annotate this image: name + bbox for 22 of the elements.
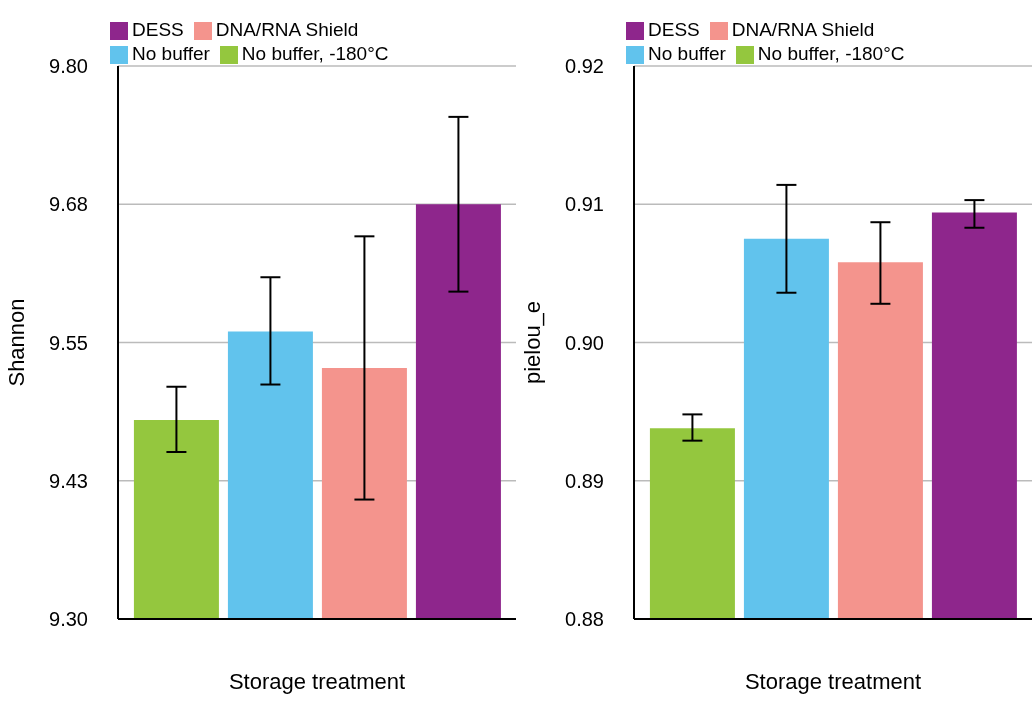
- y-tick-label: 0.91: [565, 193, 604, 216]
- y-tick-label: 0.90: [565, 331, 604, 354]
- legend-label: No buffer, -180°C: [241, 43, 389, 64]
- y-tick-label: 9.43: [49, 469, 88, 492]
- y-tick-label: 9.30: [49, 608, 88, 631]
- y-tick-label: 9.80: [49, 55, 88, 78]
- legend-label: DESS: [648, 19, 700, 40]
- legend-label: No buffer, -180°C: [757, 43, 905, 64]
- y-axis-title: Shannon: [3, 298, 29, 387]
- y-tick-label: 0.88: [565, 608, 604, 631]
- x-axis-title: Storage treatment: [744, 669, 922, 694]
- y-tick-label: 9.55: [49, 331, 88, 354]
- y-tick-label: 0.89: [565, 469, 604, 492]
- x-axis-title: Storage treatment: [228, 669, 406, 694]
- legend-label: No buffer: [648, 43, 726, 64]
- y-axis-title: pielou_e: [519, 300, 545, 385]
- legend-label: No buffer: [132, 43, 210, 64]
- y-tick-label: 0.92: [565, 55, 604, 78]
- legend-label: DNA/RNA Shield: [215, 19, 359, 40]
- legend-label: DNA/RNA Shield: [731, 19, 875, 40]
- legend-label: DESS: [132, 19, 184, 40]
- y-tick-label: 9.68: [49, 193, 88, 216]
